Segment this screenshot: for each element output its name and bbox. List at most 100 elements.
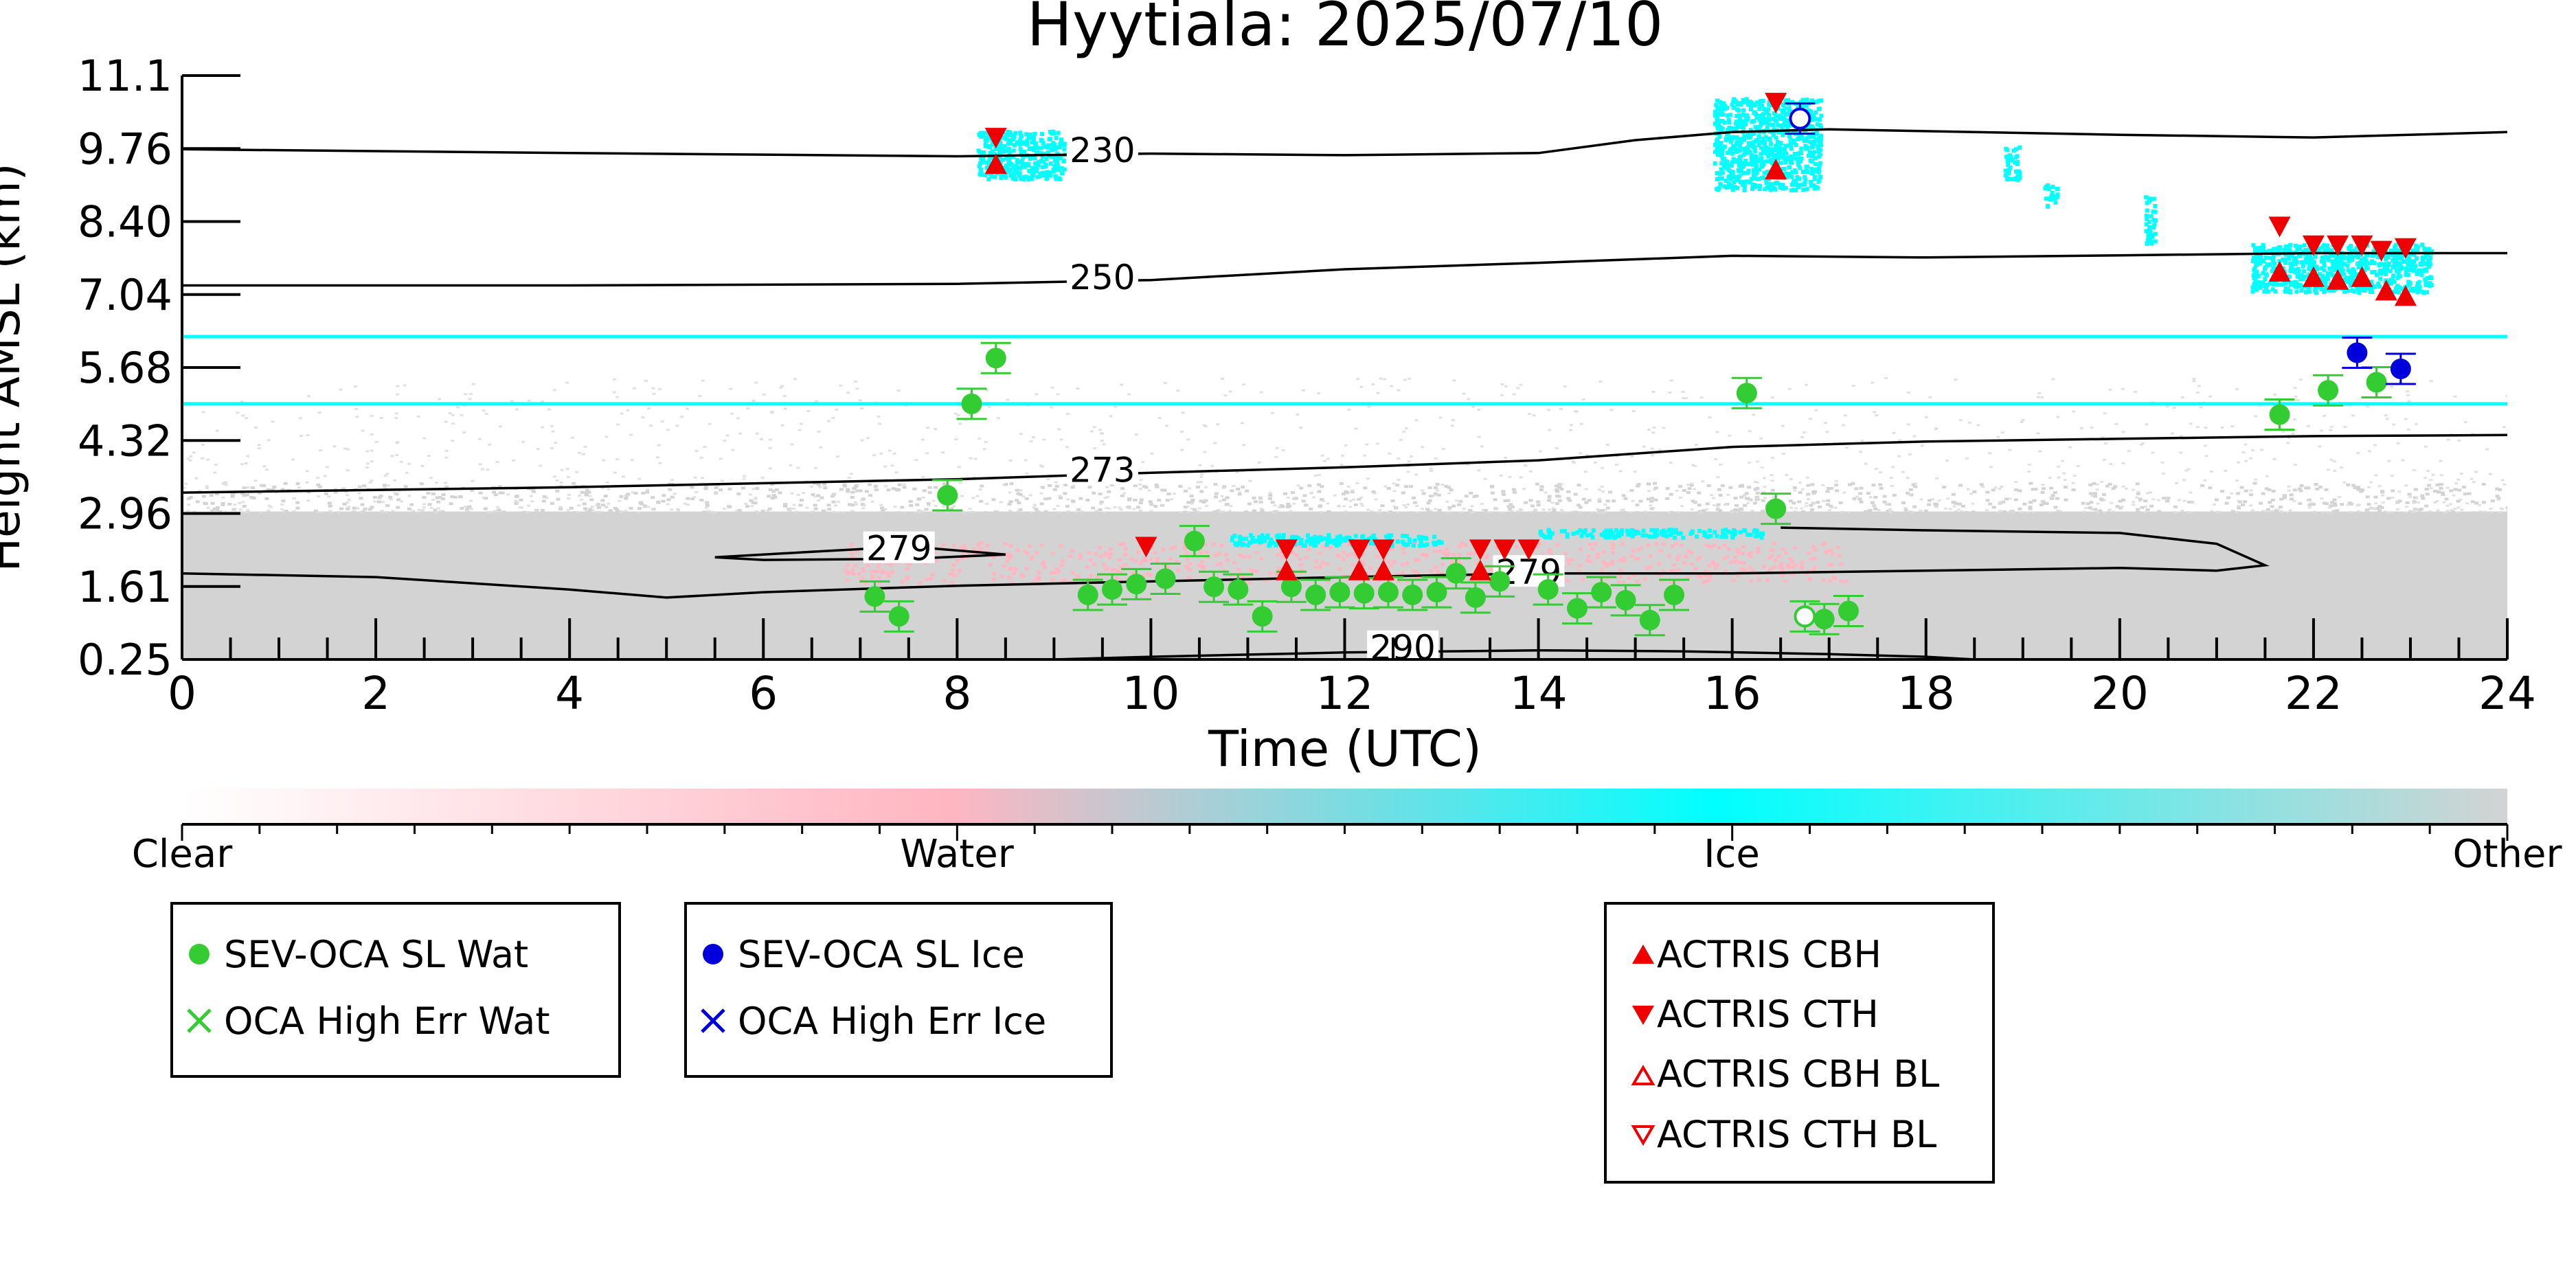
other-speckle bbox=[1056, 504, 1060, 507]
other-speckle bbox=[723, 440, 727, 442]
other-speckle bbox=[2243, 500, 2248, 504]
other-speckle bbox=[306, 433, 310, 436]
water-speckle bbox=[1059, 563, 1064, 567]
other-speckle bbox=[2444, 497, 2449, 501]
other-speckle bbox=[1577, 484, 1581, 487]
other-speckle bbox=[332, 445, 337, 448]
other-speckle bbox=[2474, 501, 2479, 505]
other-speckle bbox=[832, 493, 836, 495]
other-speckle bbox=[641, 416, 645, 419]
water-speckle bbox=[1400, 572, 1405, 576]
other-speckle bbox=[953, 412, 958, 415]
other-speckle bbox=[2042, 501, 2047, 505]
other-speckle bbox=[486, 510, 490, 513]
ice-speckle bbox=[1296, 536, 1301, 541]
ice-region bbox=[2043, 183, 2060, 209]
water-speckle bbox=[1439, 572, 1444, 576]
other-speckle bbox=[1500, 394, 1504, 396]
other-speckle bbox=[770, 410, 774, 413]
other-speckle bbox=[1552, 508, 1557, 512]
ice-speckle bbox=[1713, 121, 1717, 126]
other-speckle bbox=[236, 411, 240, 414]
water-speckle bbox=[1748, 550, 1753, 554]
other-speckle bbox=[261, 484, 266, 488]
other-speckle bbox=[328, 510, 332, 512]
ice-speckle bbox=[1007, 150, 1012, 155]
other-speckle bbox=[2018, 489, 2022, 493]
other-speckle bbox=[2248, 493, 2253, 497]
other-speckle bbox=[719, 488, 723, 492]
other-speckle bbox=[980, 484, 984, 488]
other-speckle bbox=[1375, 442, 1379, 445]
other-speckle bbox=[860, 439, 864, 442]
ice-speckle bbox=[2374, 273, 2379, 278]
other-speckle bbox=[2165, 499, 2170, 503]
ice-speckle bbox=[2314, 286, 2318, 291]
other-speckle bbox=[768, 447, 772, 449]
other-speckle bbox=[209, 494, 214, 497]
ice-speckle bbox=[2345, 264, 2350, 269]
ice-speckle bbox=[1808, 109, 1813, 114]
ice-speckle bbox=[1048, 170, 1052, 174]
other-speckle bbox=[292, 497, 296, 500]
water-speckle bbox=[1136, 550, 1141, 554]
ice-speckle bbox=[2285, 286, 2290, 291]
ice-speckle bbox=[2376, 255, 2381, 260]
ice-speckle bbox=[1745, 170, 1750, 175]
other-speckle bbox=[1043, 510, 1048, 513]
other-speckle bbox=[352, 506, 357, 510]
other-speckle bbox=[1065, 498, 1070, 501]
ice-speckle bbox=[1812, 177, 1817, 181]
other-speckle bbox=[1854, 487, 1859, 490]
other-speckle bbox=[1681, 390, 1685, 393]
other-speckle bbox=[877, 422, 881, 425]
other-speckle bbox=[1816, 501, 1820, 504]
other-speckle bbox=[1229, 505, 1233, 508]
ice-speckle bbox=[1762, 121, 1767, 126]
ice-speckle bbox=[1013, 176, 1018, 181]
water-speckle bbox=[1708, 574, 1713, 578]
other-speckle bbox=[2404, 511, 2408, 514]
other-speckle bbox=[1367, 405, 1371, 408]
ice-speckle bbox=[1812, 185, 1817, 190]
other-speckle bbox=[1897, 455, 1901, 457]
water-speckle bbox=[979, 546, 984, 550]
other-speckle bbox=[2161, 472, 2165, 475]
ice-speckle bbox=[2302, 243, 2307, 248]
other-speckle bbox=[1810, 508, 1815, 511]
water-speckle bbox=[1577, 563, 1582, 567]
other-speckle bbox=[2101, 493, 2106, 497]
other-speckle bbox=[759, 438, 763, 440]
other-speckle bbox=[2096, 502, 2100, 505]
other-speckle bbox=[498, 425, 502, 428]
other-speckle bbox=[444, 482, 448, 484]
other-speckle bbox=[1094, 510, 1098, 512]
other-speckle bbox=[550, 447, 554, 450]
other-speckle bbox=[482, 409, 486, 412]
water-speckle bbox=[1294, 553, 1299, 557]
ice-speckle bbox=[2050, 194, 2055, 199]
other-speckle bbox=[1403, 379, 1407, 381]
ice-speckle bbox=[2149, 235, 2154, 240]
other-speckle bbox=[1964, 511, 1969, 515]
ice-speckle bbox=[1765, 151, 1770, 156]
other-speckle bbox=[2037, 392, 2042, 394]
water-speckle bbox=[1219, 543, 1224, 547]
other-speckle bbox=[641, 492, 646, 495]
other-speckle bbox=[985, 502, 989, 505]
other-speckle bbox=[1203, 451, 1207, 453]
ice-speckle bbox=[2323, 289, 2327, 293]
other-speckle bbox=[816, 483, 821, 486]
water-speckle bbox=[1412, 569, 1416, 574]
other-speckle bbox=[676, 508, 680, 510]
ice-speckle bbox=[2336, 265, 2340, 270]
other-speckle bbox=[1500, 383, 1504, 385]
other-speckle bbox=[1533, 510, 1537, 513]
other-speckle bbox=[1719, 463, 1723, 466]
other-speckle bbox=[1392, 482, 1396, 485]
ice-speckle bbox=[1720, 119, 1725, 124]
ice-speckle bbox=[2429, 283, 2434, 288]
other-speckle bbox=[608, 509, 613, 512]
other-speckle bbox=[1469, 511, 1473, 514]
other-speckle bbox=[902, 484, 906, 486]
